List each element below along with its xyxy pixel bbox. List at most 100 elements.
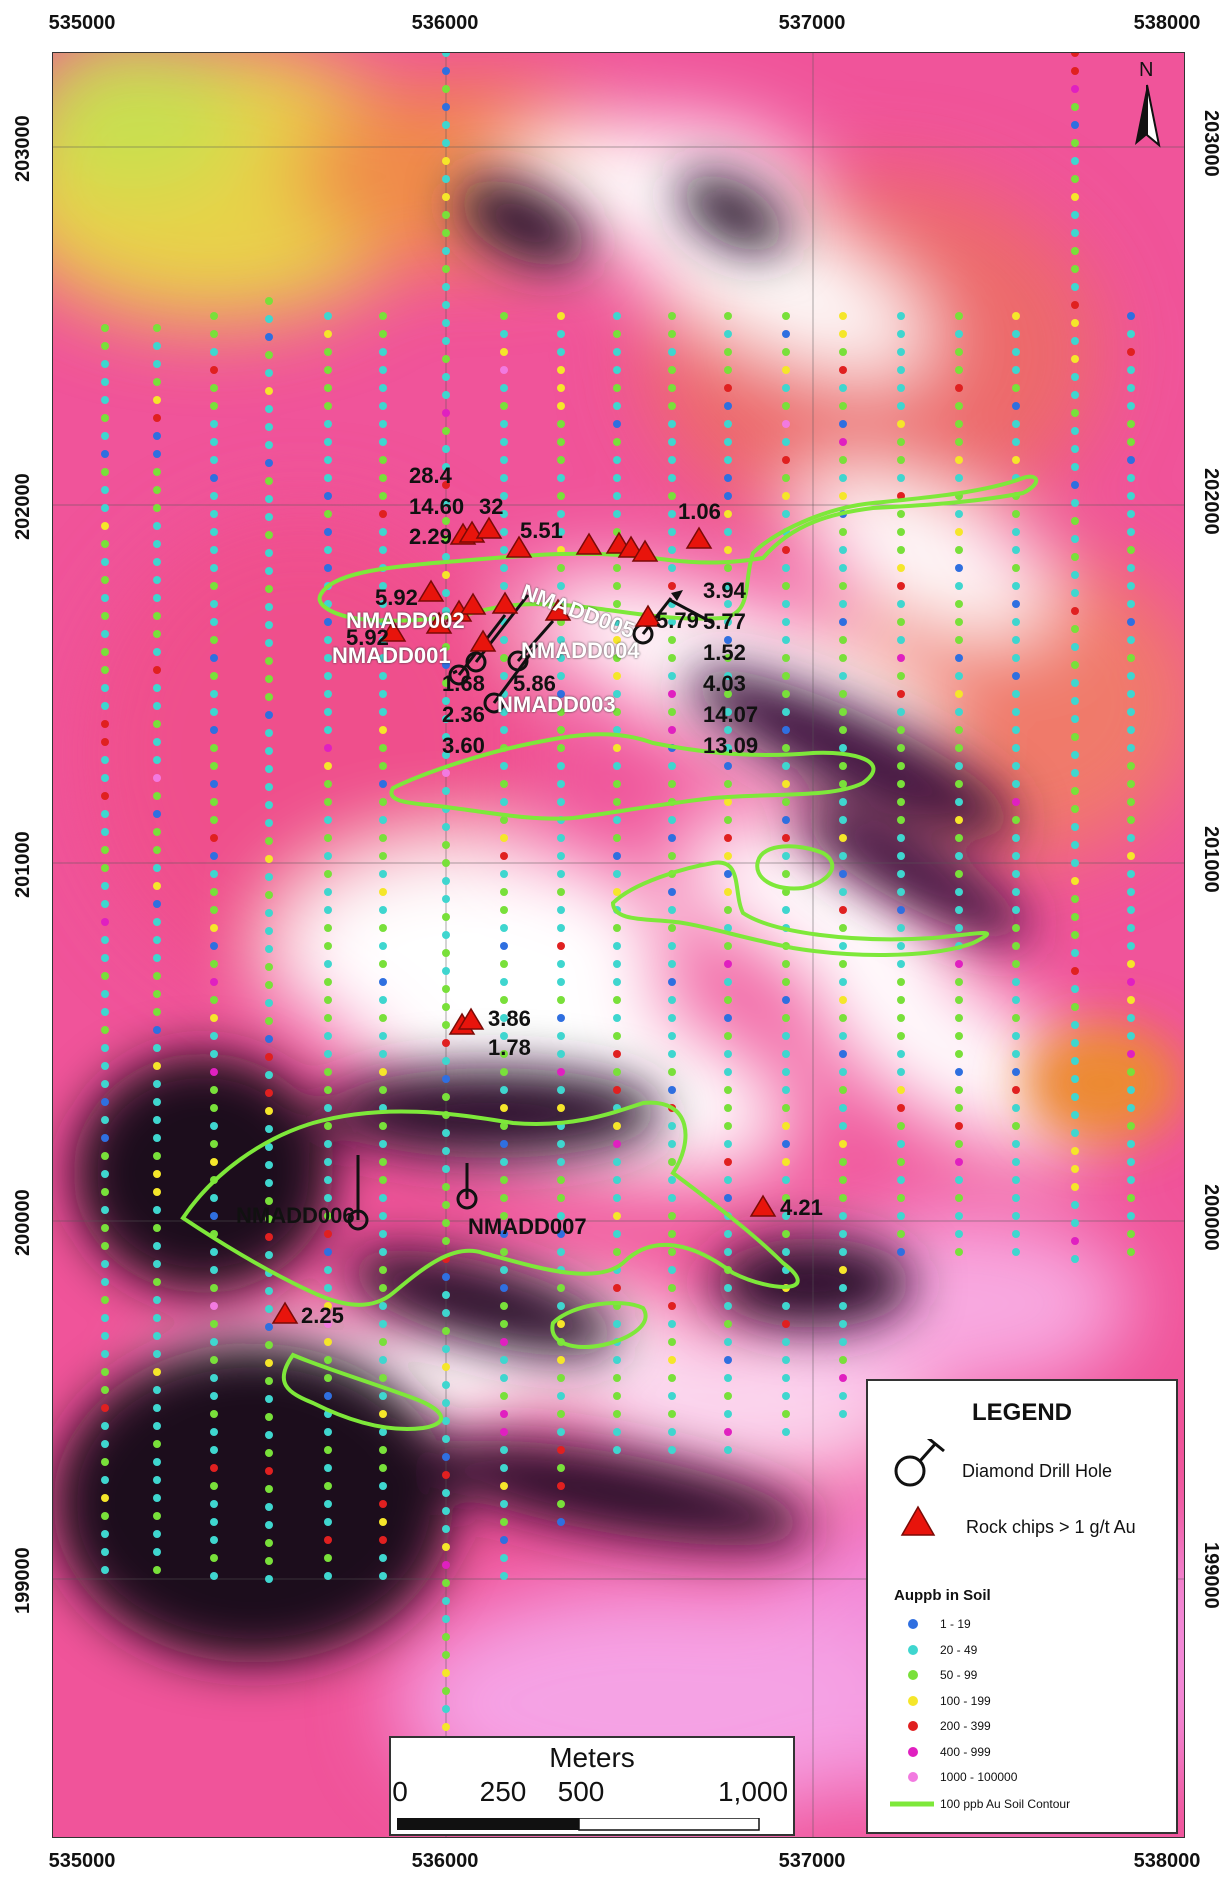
soil-sample-dot [668, 1122, 676, 1130]
soil-sample-dot [839, 1338, 847, 1346]
soil-sample-dot [442, 535, 450, 543]
soil-sample-dot [1127, 1122, 1135, 1130]
soil-sample-dot [724, 1158, 732, 1166]
soil-sample-dot [613, 1248, 621, 1256]
soil-sample-dot [442, 247, 450, 255]
assay-label: 14.60 [409, 494, 465, 519]
soil-sample-dot [324, 978, 332, 986]
soil-sample-dot [782, 564, 790, 572]
soil-sample-dot [782, 1212, 790, 1220]
soil-sample-dot [210, 1284, 218, 1292]
x-tick-bottom-536000: 536000 [411, 1850, 479, 1872]
soil-sample-dot [1012, 996, 1020, 1004]
soil-sample-dot [839, 600, 847, 608]
soil-sample-dot [955, 816, 963, 824]
soil-sample-dot [379, 474, 387, 482]
soil-sample-dot [210, 1446, 218, 1454]
soil-sample-dot [101, 450, 109, 458]
soil-sample-dot [265, 891, 273, 899]
soil-sample-dot [897, 510, 905, 518]
soil-sample-dot [897, 852, 905, 860]
soil-sample-dot [839, 726, 847, 734]
soil-sample-dot [324, 1050, 332, 1058]
soil-sample-dot [442, 283, 450, 291]
soil-sample-dot [324, 690, 332, 698]
soil-sample-dot [613, 780, 621, 788]
soil-sample-dot [724, 1338, 732, 1346]
soil-sample-dot [210, 870, 218, 878]
soil-sample-dot [1127, 960, 1135, 968]
soil-sample-dot [500, 1446, 508, 1454]
soil-sample-dot [101, 1278, 109, 1286]
soil-sample-dot [265, 423, 273, 431]
soil-sample-dot [101, 702, 109, 710]
soil-sample-dot [379, 420, 387, 428]
scale-tick: 0 [392, 1776, 408, 1807]
soil-sample-dot [1127, 690, 1135, 698]
soil-sample-dot [1071, 535, 1079, 543]
soil-sample-dot [153, 1224, 161, 1232]
soil-sample-dot [839, 582, 847, 590]
soil-sample-dot [379, 888, 387, 896]
soil-sample-dot [782, 1032, 790, 1040]
soil-sample-dot [500, 312, 508, 320]
soil-sample-dot [265, 693, 273, 701]
soil-sample-dot [839, 402, 847, 410]
soil-sample-dot [153, 918, 161, 926]
assay-label: 1.52 [703, 640, 746, 665]
soil-sample-dot [265, 837, 273, 845]
soil-sample-dot [442, 463, 450, 471]
soil-sample-dot [668, 780, 676, 788]
soil-sample-dot [1012, 960, 1020, 968]
soil-sample-dot [324, 510, 332, 518]
soil-sample-dot [500, 942, 508, 950]
soil-sample-dot [210, 1482, 218, 1490]
soil-sample-dot [1127, 312, 1135, 320]
soil-sample-dot [1127, 1248, 1135, 1256]
soil-sample-dot [724, 1104, 732, 1112]
soil-sample-dot [153, 1530, 161, 1538]
soil-sample-dot [379, 1068, 387, 1076]
soil-sample-dot [1127, 528, 1135, 536]
soil-sample-dot [839, 348, 847, 356]
soil-sample-dot [955, 1230, 963, 1238]
soil-sample-dot [442, 1615, 450, 1623]
soil-sample-dot [1012, 312, 1020, 320]
soil-sample-dot [210, 474, 218, 482]
soil-sample-dot [557, 492, 565, 500]
soil-sample-dot [613, 474, 621, 482]
scale-tick: 1,000 [717, 1776, 789, 1807]
soil-sample-dot [1012, 582, 1020, 590]
soil-sample-dot [1127, 672, 1135, 680]
y-tick-right-200000: 200000 [1200, 1184, 1222, 1251]
soil-sample-dot [1012, 546, 1020, 554]
soil-sample-dot [724, 1122, 732, 1130]
soil-sample-dot [897, 546, 905, 554]
soil-sample-dot [379, 1428, 387, 1436]
soil-sample-dot [613, 960, 621, 968]
soil-sample-dot [1012, 1032, 1020, 1040]
soil-sample-dot [557, 402, 565, 410]
soil-sample-dot [442, 427, 450, 435]
assay-label: 2.29 [409, 524, 452, 549]
map-canvas[interactable]: NMADD002 NMADD001 NMADD005 NMADD004 NMAD… [52, 52, 1185, 1838]
soil-sample-dot [1012, 366, 1020, 374]
soil-sample-dot [557, 726, 565, 734]
soil-sample-dot [1127, 942, 1135, 950]
soil-sample-dot [442, 1057, 450, 1065]
soil-sample-dot [613, 1014, 621, 1022]
soil-sample-dot [557, 1248, 565, 1256]
soil-sample-dot [500, 1068, 508, 1076]
soil-sample-dot [897, 1104, 905, 1112]
soil-sample-dot [101, 882, 109, 890]
soil-sample-dot [668, 1194, 676, 1202]
soil-sample-dot [442, 985, 450, 993]
soil-sample-dot [324, 1392, 332, 1400]
soil-sample-dot [379, 816, 387, 824]
x-tick-top-537000: 537000 [778, 12, 846, 34]
y-tick-right-202000: 202000 [1200, 468, 1222, 535]
soil-sample-dot [839, 420, 847, 428]
soil-sample-dot [324, 1356, 332, 1364]
soil-sample-dot [324, 744, 332, 752]
soil-sample-dot [324, 942, 332, 950]
